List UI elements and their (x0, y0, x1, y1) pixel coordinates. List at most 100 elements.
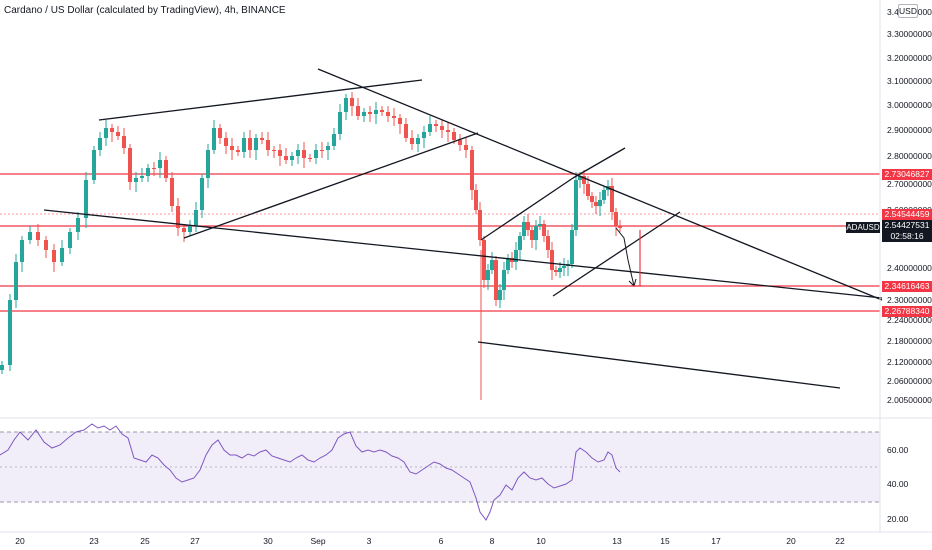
candle (44, 240, 48, 250)
candle (522, 222, 526, 236)
candle (60, 248, 64, 262)
price-axis-label: 2.40000000 (887, 263, 932, 273)
candle (146, 168, 150, 176)
candle (470, 150, 474, 190)
candle (110, 128, 114, 132)
candle (534, 226, 538, 240)
symbol-tag: ADAUSD (846, 222, 880, 233)
time-axis-label: 17 (711, 536, 721, 546)
price-axis[interactable]: 3.400000003.300000003.200000003.10000000… (887, 7, 932, 405)
candle (380, 110, 384, 112)
price-axis-label: 3.20000000 (887, 53, 932, 63)
time-axis-label: 30 (263, 536, 273, 546)
current-price-tag: 2.54427531 (882, 220, 932, 231)
candle (332, 134, 336, 146)
candle (0, 365, 4, 370)
candle (546, 236, 550, 250)
candle (598, 200, 602, 206)
candle (570, 230, 574, 264)
time-axis-label: 25 (140, 536, 150, 546)
candle (452, 132, 456, 140)
candle (134, 178, 138, 182)
candle (530, 230, 534, 240)
candle (474, 190, 478, 210)
candle (218, 128, 222, 138)
level-tag: 2.26788340 (882, 306, 932, 317)
candle (84, 180, 88, 218)
trend-line (43, 209, 883, 299)
currency-button[interactable]: USD (898, 4, 918, 18)
candle (290, 156, 294, 160)
candle (236, 150, 240, 152)
candle (558, 268, 562, 272)
time-axis-label: 15 (660, 536, 670, 546)
candle (158, 160, 162, 168)
candle (98, 138, 102, 150)
candle (356, 106, 360, 116)
candle (482, 240, 486, 280)
candle (140, 176, 144, 178)
candle (212, 128, 216, 150)
candle (574, 180, 578, 230)
candle (326, 146, 330, 150)
candle (14, 262, 18, 300)
candle (582, 176, 586, 184)
candle (554, 270, 558, 272)
price-axis-label: 2.06000000 (887, 376, 932, 386)
candle (230, 146, 234, 150)
candle (92, 150, 96, 180)
time-axis-label: 20 (786, 536, 796, 546)
time-axis-label: 6 (439, 536, 444, 546)
level-tag: 2.34616463 (882, 281, 932, 292)
chart-title: Cardano / US Dollar (calculated by Tradi… (4, 5, 286, 16)
rsi-axis-label: 20.00 (887, 514, 909, 524)
candle (242, 138, 246, 152)
candle (68, 232, 72, 248)
candle (518, 236, 522, 250)
candle (410, 138, 414, 144)
time-axis-label: 3 (367, 536, 372, 546)
candle (502, 270, 506, 290)
candle (278, 150, 282, 156)
time-axis-label: Sep (310, 536, 325, 546)
rsi-axis: 60.00 40.00 20.00 (887, 445, 909, 524)
candle (194, 210, 198, 226)
price-axis-label: 2.12000000 (887, 357, 932, 367)
candle (422, 132, 426, 138)
price-axis-label: 2.00500000 (887, 395, 932, 405)
candle (164, 160, 168, 178)
trend-line (183, 132, 479, 239)
candle (296, 150, 300, 156)
candle (362, 112, 366, 116)
price-axis-label: 3.10000000 (887, 76, 932, 86)
candle (490, 260, 494, 270)
time-axis[interactable]: 20 23 25 27 30 Sep 3 6 8 10 13 15 17 20 22 (15, 536, 845, 546)
candle (434, 124, 438, 126)
candle (266, 140, 270, 150)
time-axis-label: 8 (490, 536, 495, 546)
candle (526, 222, 530, 230)
trend-line (572, 147, 626, 179)
candle (52, 250, 56, 262)
candle (374, 110, 378, 114)
price-axis-label: 2.30000000 (887, 295, 932, 305)
trend-line (480, 177, 574, 241)
candle (464, 145, 468, 150)
rsi-line (0, 423, 621, 521)
candle (386, 112, 390, 116)
candle (486, 270, 490, 280)
candle (542, 224, 546, 236)
candle (514, 250, 518, 262)
candle (398, 118, 402, 124)
time-axis-label: 23 (89, 536, 99, 546)
candle (260, 138, 264, 140)
price-axis-label: 3.30000000 (887, 29, 932, 39)
price-axis-label: 2.18000000 (887, 336, 932, 346)
candle (550, 250, 554, 270)
candle (610, 186, 614, 212)
candle (510, 258, 514, 262)
candle (350, 98, 354, 106)
candle (338, 112, 342, 134)
price-axis-label: 2.70000000 (887, 179, 932, 189)
